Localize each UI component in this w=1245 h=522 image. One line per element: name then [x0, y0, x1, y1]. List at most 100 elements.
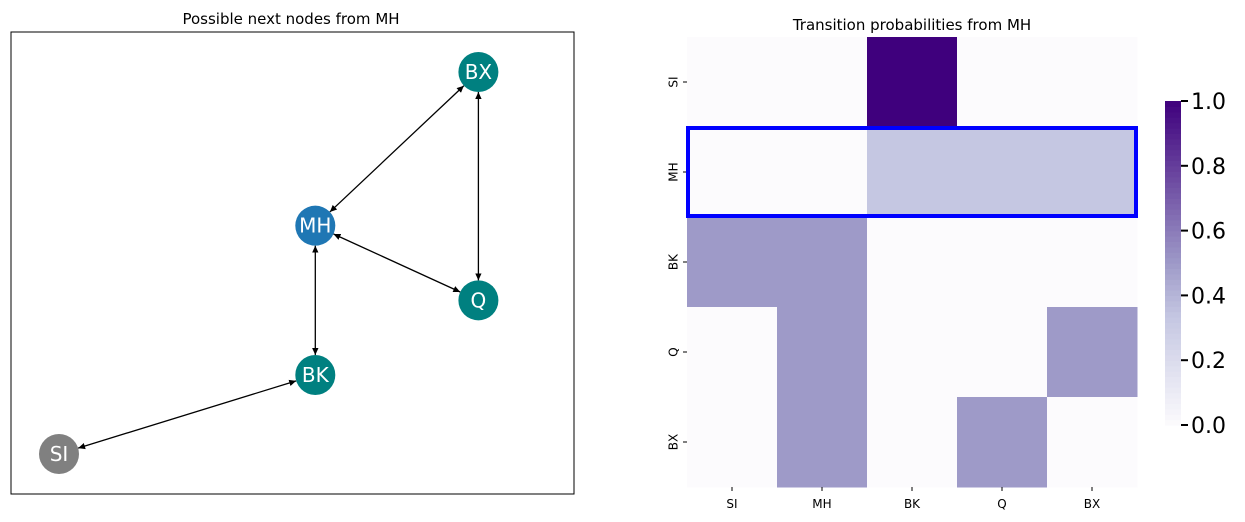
cell-q-bk [867, 307, 958, 398]
colorbar-segment [1165, 311, 1181, 318]
cell-bx-bk [867, 397, 958, 488]
cell-bk-bk [867, 217, 958, 308]
x-tick-label: MH [812, 497, 831, 511]
edge-bk-si [77, 379, 297, 450]
colorbar-segment [1165, 349, 1181, 356]
cell-bx-mh [777, 397, 868, 488]
cell-q-mh [777, 307, 868, 398]
colorbar-segment [1165, 252, 1181, 259]
colorbar-segment [1165, 317, 1181, 323]
colorbar-segment [1165, 376, 1181, 383]
colorbar-segment [1165, 392, 1181, 399]
cell-q-si [687, 307, 778, 398]
colorbar-segment [1165, 360, 1181, 367]
x-tick-label: Q [997, 497, 1006, 511]
colorbar-tick-label: 0.4 [1191, 284, 1226, 309]
node-bk [295, 354, 336, 395]
cell-si-bk [867, 37, 958, 128]
heatmap-title: Transition probabilities from MH [792, 16, 1031, 34]
colorbar-segment [1165, 333, 1181, 340]
colorbar-segment [1165, 198, 1181, 205]
cell-mh-q [957, 127, 1048, 218]
cell-bx-bx [1047, 397, 1138, 488]
node-label-bx: BX [465, 60, 493, 84]
cell-mh-si [687, 127, 778, 218]
cell-mh-bx [1047, 127, 1138, 218]
heatmap-panel: Transition probabilities from MH SI MH BK Q… [667, 16, 1227, 511]
colorbar-segment [1165, 257, 1181, 264]
cell-si-si [687, 37, 778, 128]
network-nodes: BX MH Q BK SI [39, 52, 499, 474]
highlight-row-box [686, 126, 1138, 218]
cell-bk-mh [777, 217, 868, 308]
colorbar-segment [1165, 290, 1181, 296]
colorbar-tick-label: 0.6 [1191, 220, 1226, 245]
cell-mh-mh [777, 127, 868, 218]
colorbar-segment [1165, 387, 1181, 394]
cell-bk-q [957, 217, 1048, 308]
heatmap-ticks: SI MH BK Q BX SI MH BK Q BX [667, 76, 1101, 511]
colorbar-segment [1165, 398, 1181, 404]
colorbar-tick-label: 0.8 [1191, 155, 1226, 180]
edge-mh-q [333, 233, 461, 293]
y-tick-label: SI [667, 76, 681, 87]
node-label-q: Q [471, 288, 487, 312]
colorbar-segment [1165, 295, 1181, 302]
colorbar-segment [1165, 111, 1181, 118]
cell-mh-bk [867, 127, 958, 218]
heatmap-cells [687, 37, 1138, 488]
colorbar-segment [1165, 144, 1181, 151]
colorbar-segment [1165, 209, 1181, 215]
cell-bk-si [687, 217, 778, 308]
colorbar-segment [1165, 279, 1181, 286]
cell-q-bx [1047, 307, 1138, 398]
colorbar-tick-label: 0.0 [1191, 414, 1226, 439]
colorbar-segment [1165, 354, 1181, 361]
colorbar-segment [1165, 117, 1181, 124]
colorbar-segment [1165, 133, 1181, 140]
node-label-si: SI [50, 442, 69, 466]
colorbar-segment [1165, 236, 1181, 242]
colorbar-segment [1165, 165, 1181, 172]
colorbar-segment [1165, 344, 1181, 350]
node-bx [458, 52, 499, 92]
colorbar-segment [1165, 241, 1181, 248]
node-label-bk: BK [302, 363, 330, 387]
colorbar-segment [1165, 338, 1181, 345]
colorbar-segment [1165, 230, 1181, 237]
y-tick-label: BX [667, 434, 681, 450]
colorbar-segment [1165, 128, 1181, 134]
colorbar-segment [1165, 365, 1181, 372]
colorbar-segment [1165, 371, 1181, 377]
cell-bx-q [957, 397, 1048, 488]
colorbar-segment [1165, 414, 1181, 421]
colorbar-segment [1165, 225, 1181, 232]
colorbar-tick-label: 1.0 [1191, 90, 1226, 115]
colorbar-segment [1165, 155, 1181, 161]
colorbar-segment [1165, 381, 1181, 388]
cell-bk-bx [1047, 217, 1138, 308]
node-si [39, 434, 79, 474]
x-tick-label: SI [726, 497, 737, 511]
colorbar-segment [1165, 171, 1181, 178]
colorbar-segment [1165, 263, 1181, 269]
colorbar-segment [1165, 122, 1181, 129]
colorbar-segment [1165, 268, 1181, 275]
cell-q-q [957, 307, 1048, 398]
colorbar-segment [1165, 273, 1181, 280]
colorbar-segment [1165, 306, 1181, 313]
colorbar-segment [1165, 106, 1181, 113]
edge-mh-bx [329, 85, 465, 213]
y-tick-label: Q [667, 347, 681, 356]
colorbar-segment [1165, 192, 1181, 199]
colorbar-segment [1165, 149, 1181, 156]
network-edges [77, 85, 482, 450]
colorbar-segment [1165, 300, 1181, 307]
network-panel: Possible next nodes from MH BX MH Q BK SI [10, 10, 575, 495]
colorbar-segment [1165, 182, 1181, 188]
colorbar-segment [1165, 176, 1181, 183]
colorbar-segment [1165, 187, 1181, 194]
colorbar-segment [1165, 403, 1181, 410]
colorbar-segment [1165, 138, 1181, 145]
